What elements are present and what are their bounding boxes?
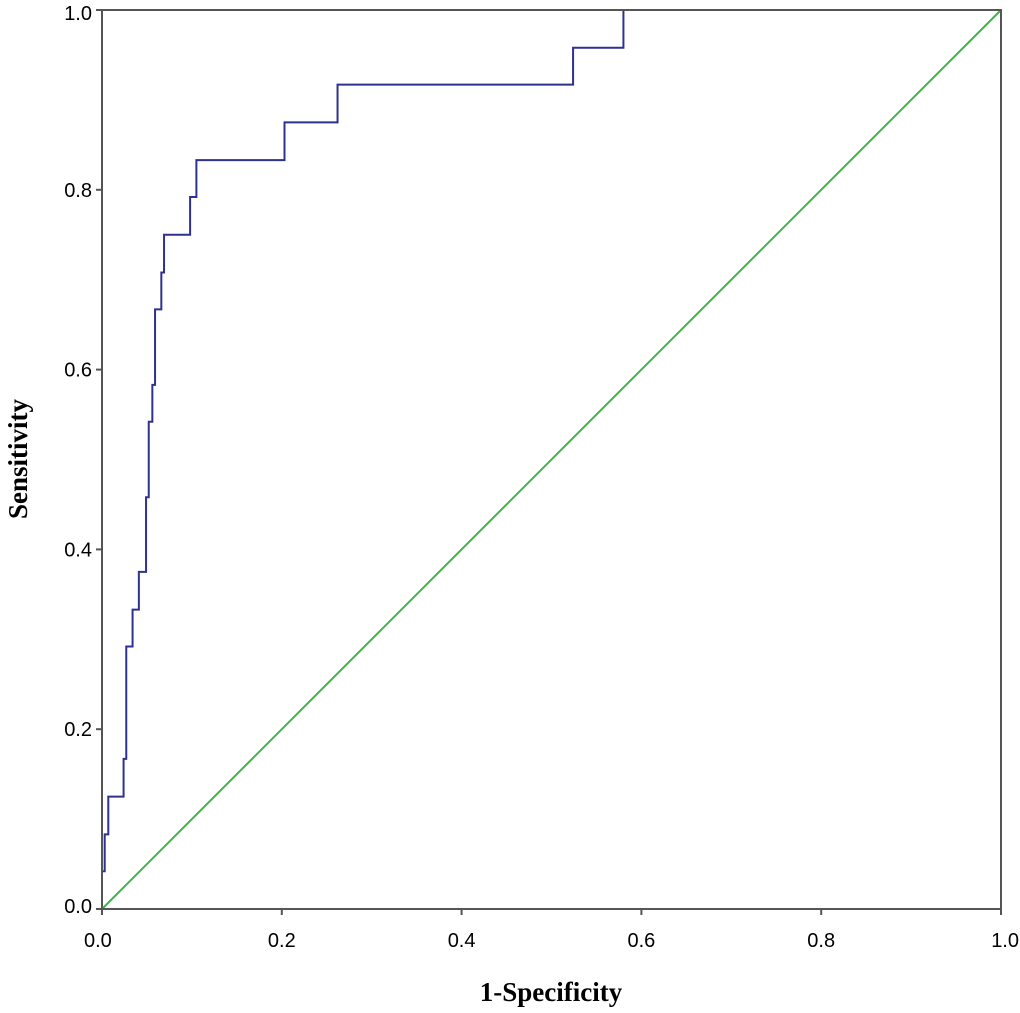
y-tick-label: 0.0 xyxy=(64,896,92,918)
y-axis-title: Sensitivity xyxy=(3,398,33,519)
x-axis-title: 1-Specificity xyxy=(480,977,623,1007)
x-tick-label: 0.4 xyxy=(448,930,476,952)
series-layer xyxy=(101,9,1002,910)
y-tick-label: 1.0 xyxy=(64,3,92,25)
x-tick-label: 0.8 xyxy=(807,930,835,952)
roc-curve-line xyxy=(101,9,1001,909)
x-tick-label: 1.0 xyxy=(991,930,1019,952)
y-tick-label: 0.2 xyxy=(64,719,92,741)
x-tick-label: 0.0 xyxy=(84,930,112,952)
x-tick-label: 0.6 xyxy=(627,930,655,952)
x-tick-label: 0.2 xyxy=(268,930,296,952)
y-tick-label: 0.6 xyxy=(64,360,92,382)
plot-frame xyxy=(101,9,1002,910)
reference-diagonal-line xyxy=(101,9,1002,910)
axis-layer: 0.0 0.2 0.4 0.6 0.8 1.0 0.0 0.2 0.4 0.6 0.8 1.0 xyxy=(64,3,1019,952)
y-tick-label: 0.8 xyxy=(64,180,92,202)
y-tick-label: 0.4 xyxy=(64,539,92,561)
